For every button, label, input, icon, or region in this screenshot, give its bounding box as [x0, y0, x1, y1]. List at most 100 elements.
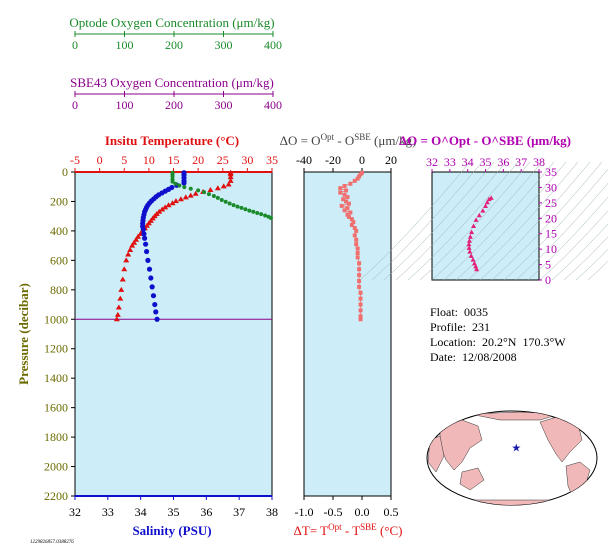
optode-point — [211, 194, 216, 199]
optode-point — [263, 213, 268, 218]
salinity-point — [140, 226, 146, 233]
pressure-tick-label: 400 — [50, 224, 68, 238]
delta-point — [357, 273, 362, 278]
delta-point — [349, 223, 354, 228]
sbe43-scale-title: SBE43 Oxygen Concentration (μm/kg) — [70, 75, 274, 90]
delta-point — [349, 217, 354, 222]
temperature-point — [225, 181, 232, 187]
temperature-point — [187, 192, 194, 198]
optode-point — [243, 207, 248, 212]
optode-point — [202, 190, 207, 195]
ts-temperature-tick-label: 5 — [545, 258, 551, 272]
sbe43-scale: SBE43 Oxygen Concentration (μm/kg) 0 100 2… — [70, 75, 282, 112]
oxygen-tick-label: 200 — [165, 38, 183, 52]
delta-point — [346, 201, 351, 206]
ts-point — [483, 203, 488, 208]
salinity-point — [142, 235, 148, 241]
temperature-point — [117, 295, 124, 301]
delta-o-tick-label: -20 — [325, 153, 341, 167]
temperature-point — [172, 198, 179, 204]
ts-temperature-tick-label: 20 — [545, 211, 557, 225]
temperature-axis-title: Insitu Temperature (°C) — [105, 133, 239, 148]
delta-point — [338, 190, 343, 195]
temperature-point — [129, 242, 136, 248]
optode-point — [170, 179, 175, 184]
delta-point — [355, 246, 360, 251]
optode-point — [170, 174, 175, 179]
oxygen-tick-label: 100 — [116, 38, 134, 52]
density-contour — [563, 236, 608, 281]
optode-point — [259, 212, 264, 217]
delta-point — [344, 199, 349, 204]
salinity-point — [150, 293, 157, 299]
pressure-tick-label: 1600 — [44, 401, 68, 415]
info-profile: Profile: 231 — [430, 320, 490, 335]
delta-point — [344, 188, 349, 193]
delta-point — [354, 242, 359, 247]
salinity-tick-label: 37 — [233, 505, 245, 519]
temperature-tick-label: -5 — [70, 153, 80, 167]
land-europe-africa — [427, 435, 445, 473]
ts-temperature-tick-label: 25 — [545, 196, 557, 210]
salinity-point — [153, 309, 159, 315]
ts-temperature-tick-label: 15 — [545, 227, 557, 241]
density-contour — [395, 161, 507, 281]
ts-salinity-tick-label: 38 — [533, 155, 545, 169]
ts-panel: ΔO = O^Opt - O^SBE (μm/kg) 32 33 34 35 36 37 3… — [359, 133, 608, 287]
ts-point — [473, 217, 479, 222]
optode-point — [219, 197, 224, 202]
pressure-tick-label: 1400 — [44, 371, 68, 385]
optode-point — [223, 199, 228, 204]
temperature-point — [156, 208, 163, 214]
density-contour — [455, 161, 567, 281]
salinity-point — [154, 316, 160, 322]
delta-o-tick-label: 0 — [359, 153, 365, 167]
pressure-tick-label: 200 — [50, 194, 68, 208]
delta-t-tick-label: 0.5 — [384, 505, 399, 519]
salinity-point — [181, 180, 187, 186]
temperature-tick-label: 10 — [143, 153, 155, 167]
salinity-point — [145, 257, 151, 263]
ts-point — [484, 199, 490, 205]
ts-temperature-tick-label: 30 — [545, 180, 557, 194]
info-date-label: Date: — [430, 350, 456, 364]
temperature-point — [162, 204, 169, 210]
info-float-label: Float: — [430, 305, 459, 319]
delta-point — [345, 195, 350, 200]
pressure-tick-label: 600 — [50, 253, 68, 267]
delta-point — [355, 251, 360, 255]
delta-point — [345, 206, 350, 211]
density-contour — [371, 161, 483, 281]
delta-t-tick-label: 0.0 — [355, 505, 370, 519]
temperature-point — [207, 186, 214, 192]
density-contour — [539, 210, 608, 281]
ts-point — [476, 212, 482, 218]
salinity-point — [149, 284, 155, 290]
temperature-point — [182, 194, 189, 200]
delta-point — [338, 186, 343, 191]
optode-point — [251, 209, 256, 214]
delta-point — [358, 308, 363, 313]
info-date: Date: 12/08/2008 — [430, 350, 517, 365]
temperature-tick-label: 20 — [192, 153, 204, 167]
delta-plot-area — [303, 171, 392, 497]
temperature-point — [113, 316, 120, 322]
density-contour — [467, 161, 579, 281]
temperature-point — [227, 174, 234, 180]
delta-point — [341, 197, 346, 202]
temperature-tick-label: 15 — [168, 153, 180, 167]
density-contour — [383, 161, 495, 281]
density-contour — [359, 161, 471, 281]
temperature-point — [121, 266, 128, 272]
temperature-point — [214, 185, 221, 191]
delta-point — [342, 192, 347, 197]
density-contour — [587, 260, 608, 281]
delta-point — [358, 317, 363, 322]
delta-point — [345, 212, 350, 217]
main-axis-ticks: 0200400600800100012001400160018002000220… — [44, 153, 278, 519]
pressure-tick-label: 1800 — [44, 430, 68, 444]
temperature-point — [177, 196, 184, 202]
salinity-tick-label: 32 — [69, 505, 81, 519]
delta-point — [358, 314, 363, 319]
salinity-tick-label: 38 — [266, 505, 278, 519]
